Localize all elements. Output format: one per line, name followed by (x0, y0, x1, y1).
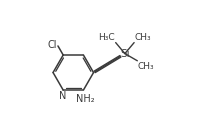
Text: CH₃: CH₃ (138, 62, 155, 71)
Text: N: N (59, 91, 66, 101)
Text: Si: Si (120, 49, 130, 59)
Text: CH₃: CH₃ (135, 33, 151, 42)
Text: H₃C: H₃C (98, 33, 115, 42)
Text: NH₂: NH₂ (76, 94, 95, 104)
Text: Cl: Cl (47, 40, 57, 50)
